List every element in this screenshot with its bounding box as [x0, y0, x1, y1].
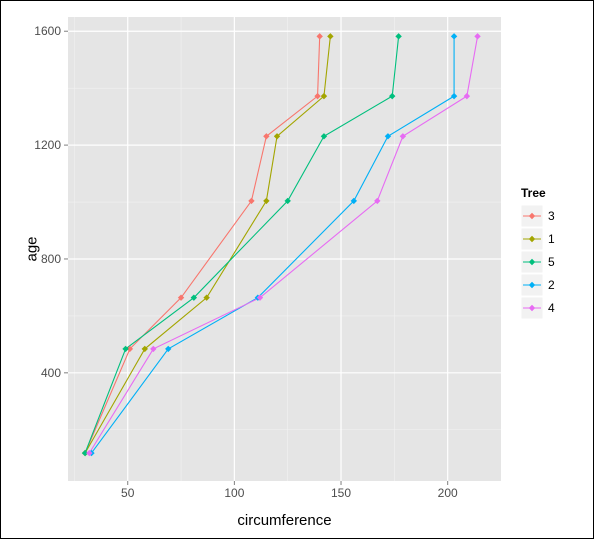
legend-label-tree-1: 1 — [548, 232, 555, 246]
data-point-tree-3 — [263, 133, 270, 140]
x-tick-label: 100 — [224, 486, 244, 500]
y-tick-label: 1200 — [34, 138, 61, 152]
data-point-tree-5 — [395, 33, 402, 40]
data-point-tree-2 — [384, 133, 392, 140]
legend-label-tree-2: 2 — [548, 278, 555, 292]
data-point-tree-4 — [474, 33, 481, 40]
data-point-tree-3 — [314, 92, 321, 100]
legend-key-point — [528, 281, 536, 289]
data-point-tree-1 — [327, 33, 334, 40]
legend-key-point — [528, 258, 536, 266]
data-point-tree-2 — [165, 345, 172, 353]
legend-title: Tree — [521, 186, 546, 200]
legend-items: 3 1 5 2 4 — [520, 204, 555, 320]
legend-label-tree-5: 5 — [548, 255, 555, 269]
data-point-tree-3 — [126, 345, 134, 353]
data-point-tree-4 — [256, 294, 264, 301]
data-point-tree-2 — [350, 197, 358, 205]
y-axis-title: age — [23, 236, 40, 261]
legend-key-point — [528, 304, 536, 312]
legend-key-point — [528, 235, 536, 243]
data-point-tree-5 — [284, 197, 291, 205]
data-point-tree-2 — [450, 92, 458, 100]
data-point-tree-5 — [190, 294, 198, 301]
legend-label-tree-4: 4 — [548, 301, 555, 315]
legend-key-point — [528, 212, 536, 220]
x-tick-label: 150 — [331, 486, 351, 500]
series-points — [81, 33, 481, 457]
x-axis-ticks: 50 100 150 200 — [121, 481, 458, 500]
data-point-tree-1 — [263, 197, 270, 205]
data-point-tree-4 — [463, 92, 471, 100]
data-point-tree-5 — [122, 345, 129, 353]
data-point-tree-3 — [177, 294, 185, 301]
data-point-tree-1 — [203, 294, 210, 301]
data-point-tree-3 — [316, 33, 323, 40]
grid-minor — [68, 17, 501, 481]
data-point-tree-5 — [320, 133, 328, 140]
y-axis-ticks: 400 800 1200 1600 — [34, 24, 68, 380]
data-point-tree-1 — [320, 92, 328, 100]
data-point-tree-4 — [399, 133, 407, 140]
data-point-tree-5 — [81, 449, 89, 457]
data-point-tree-3 — [248, 197, 255, 205]
y-tick-label: 400 — [41, 366, 61, 380]
x-tick-label: 50 — [121, 486, 135, 500]
data-point-tree-4 — [86, 449, 93, 457]
x-tick-label: 200 — [438, 486, 458, 500]
data-point-tree-4 — [150, 345, 157, 353]
y-tick-label: 1600 — [34, 24, 61, 38]
plot-panel — [68, 17, 501, 481]
data-point-tree-2 — [450, 33, 458, 40]
x-axis-title: circumference — [237, 512, 331, 529]
data-point-tree-1 — [273, 133, 281, 140]
data-point-tree-4 — [374, 197, 381, 205]
legend-label-tree-3: 3 — [548, 209, 555, 223]
legend: Tree 3 1 5 2 4 — [520, 186, 555, 320]
y-tick-label: 800 — [41, 252, 61, 266]
data-point-tree-5 — [389, 92, 396, 100]
data-point-tree-1 — [141, 345, 148, 353]
